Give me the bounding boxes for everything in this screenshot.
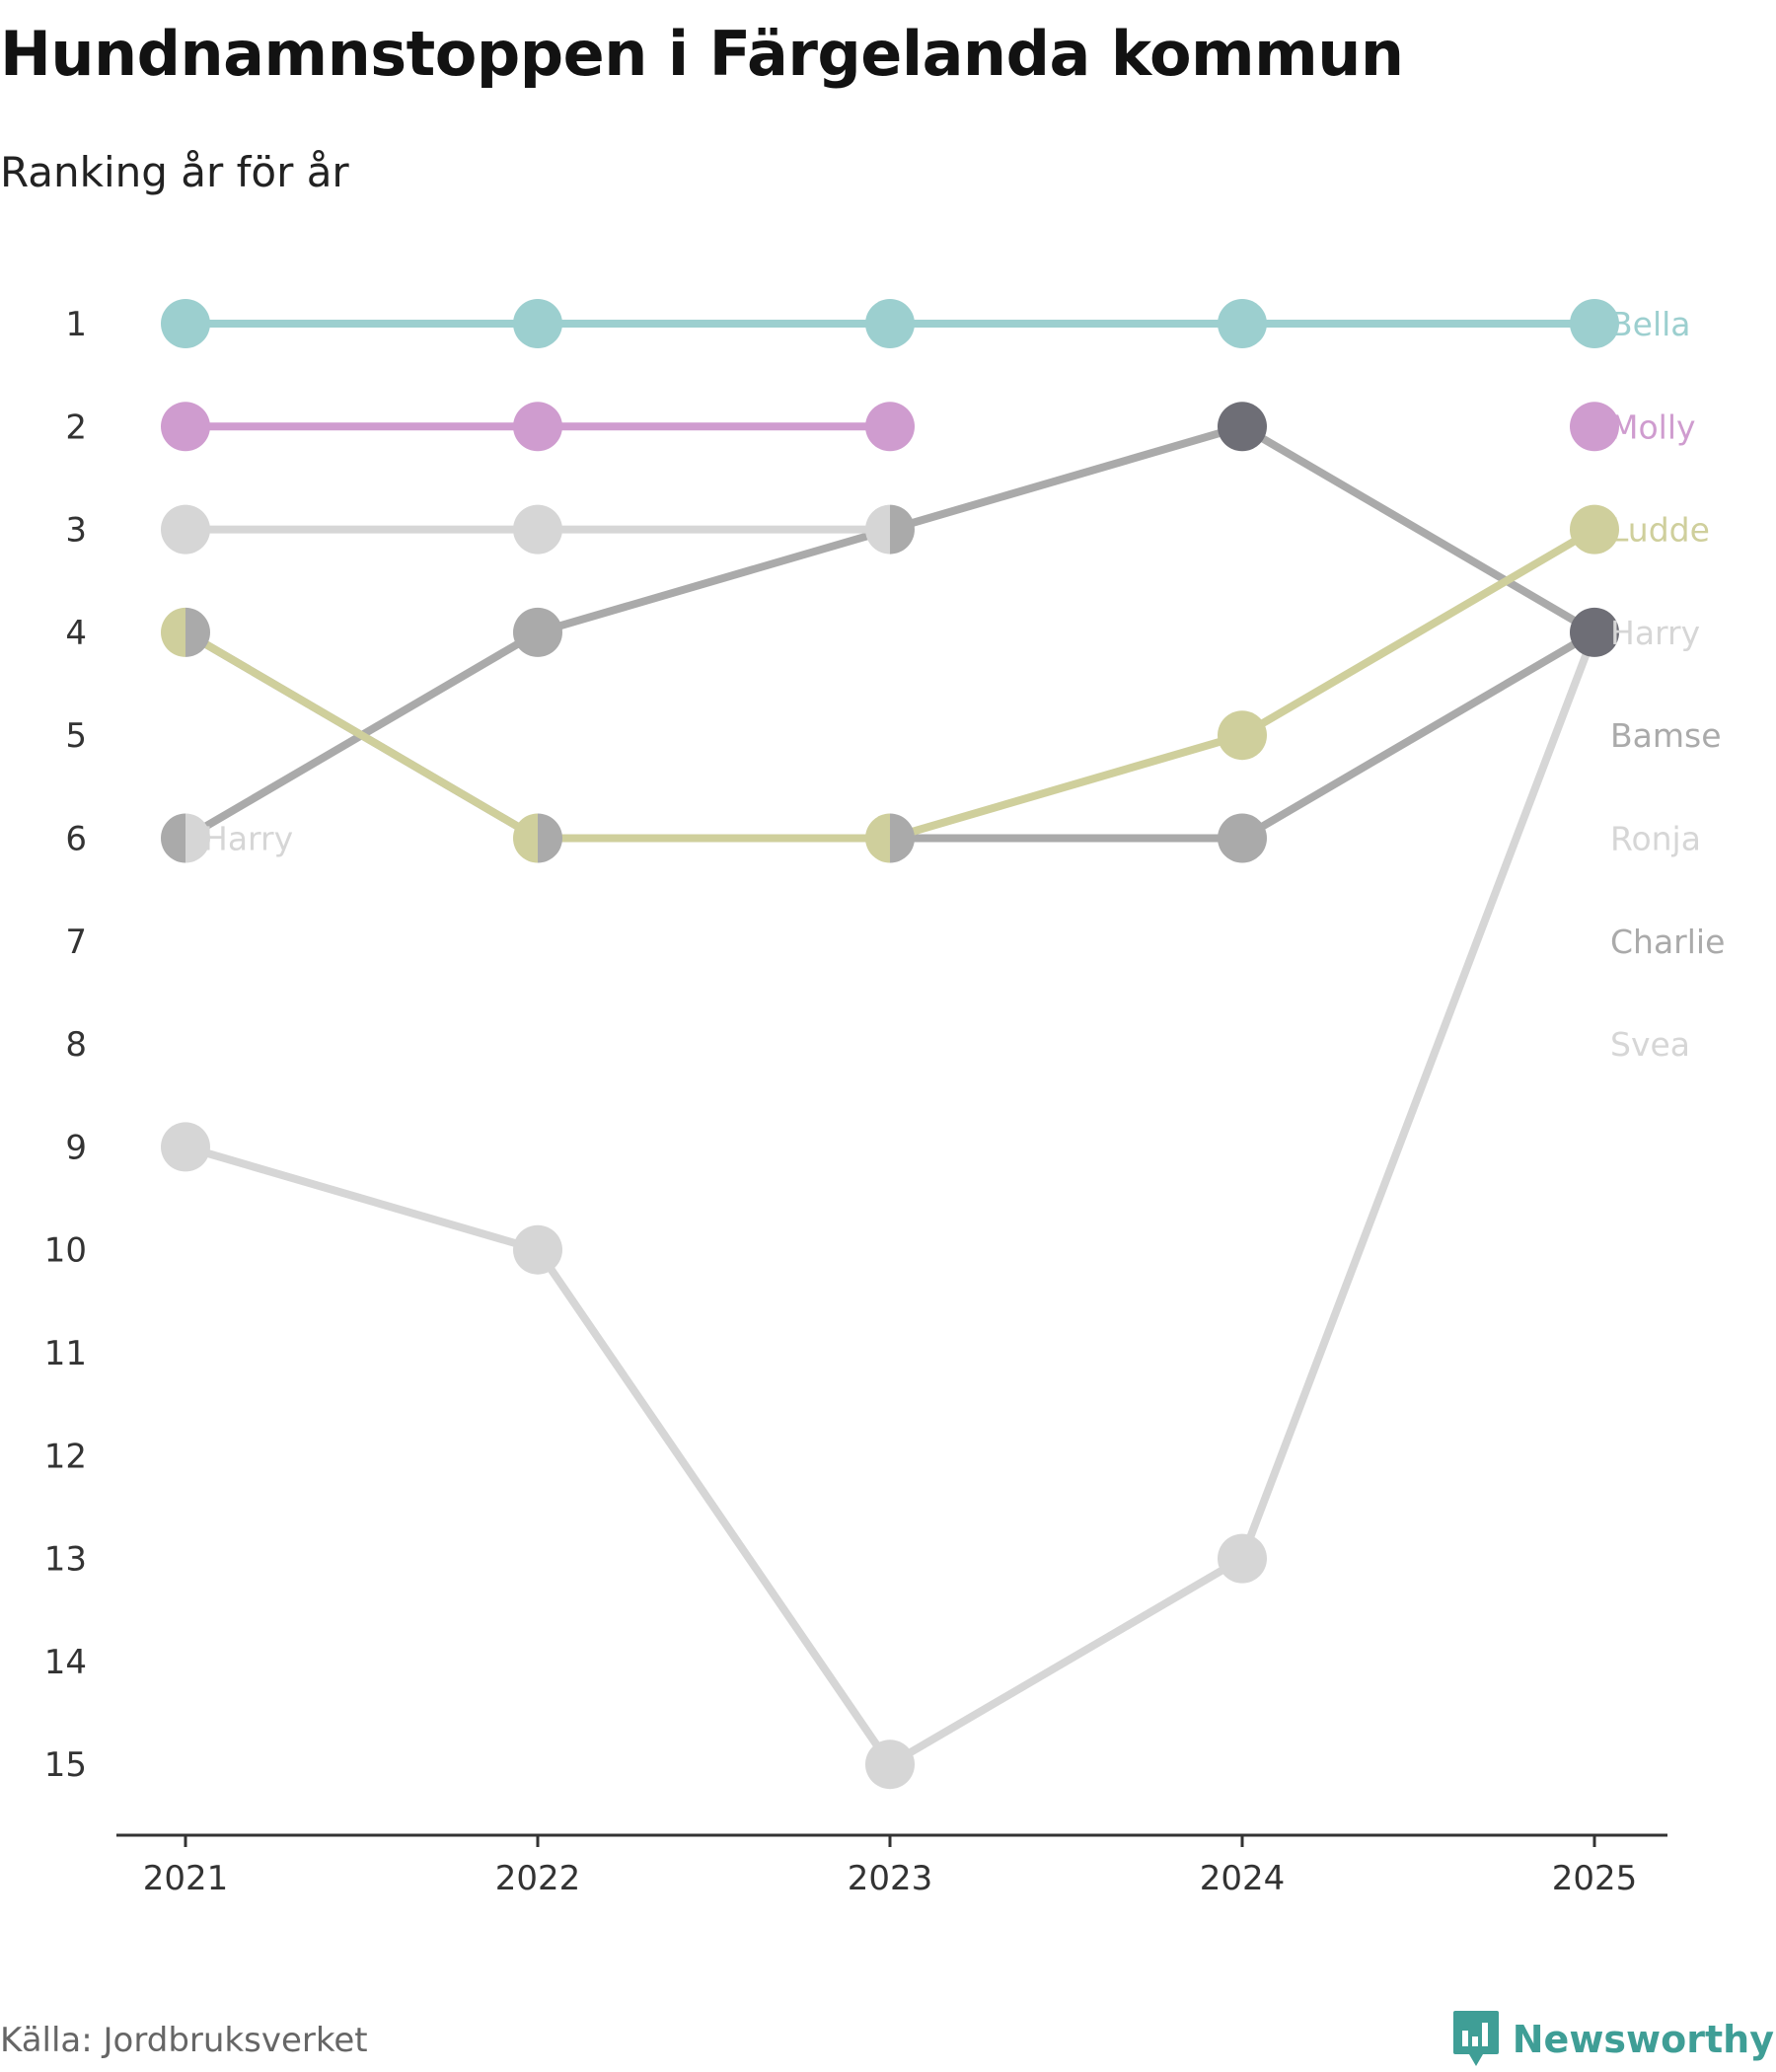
point-molly <box>865 402 915 452</box>
y-tick-label: 11 <box>44 1334 87 1373</box>
x-tick-label: 2025 <box>1552 1859 1638 1898</box>
point-ronja <box>865 1739 915 1790</box>
chart-subtitle: Ranking år för år <box>0 148 349 196</box>
point-bamse <box>161 813 185 863</box>
end-label-molly: Molly <box>1610 407 1696 446</box>
y-tick-label: 14 <box>44 1643 87 1682</box>
point-charlie <box>890 813 915 863</box>
point-overlap <box>1570 607 1619 657</box>
point-bella <box>1570 299 1619 348</box>
end-label-ludde: Ludde <box>1610 511 1710 550</box>
end-label-charlie: Charlie <box>1610 923 1725 961</box>
point-bella <box>161 299 210 348</box>
end-label-bella: Bella <box>1610 305 1691 343</box>
point-ludde <box>864 813 890 863</box>
point-charlie <box>538 813 562 863</box>
brand-name: Newsworthy <box>1512 2018 1774 2061</box>
y-tick-label: 2 <box>65 407 87 447</box>
series-line-charlie <box>182 628 1598 843</box>
y-tick-label: 8 <box>65 1025 87 1065</box>
y-tick-label: 15 <box>44 1745 87 1785</box>
y-tick-label: 7 <box>65 923 87 962</box>
x-tick-label: 2023 <box>848 1859 933 1898</box>
brand-logo[interactable]: Newsworthy <box>1451 2009 1774 2070</box>
point-bella <box>513 299 562 348</box>
point-charlie <box>1218 813 1267 863</box>
point-harry <box>865 504 890 555</box>
series-line-ludde <box>182 525 1598 843</box>
point-harry <box>513 504 562 555</box>
series-line-bamse <box>182 422 1598 843</box>
x-tick-label: 2024 <box>1200 1859 1286 1898</box>
point-bella <box>865 299 915 348</box>
x-tick-label: 2022 <box>495 1859 581 1898</box>
point-molly <box>161 402 210 452</box>
y-tick-label: 10 <box>44 1231 87 1271</box>
point-overlap <box>1218 402 1267 452</box>
y-tick-label: 6 <box>65 820 87 859</box>
inline-label-harry: Harry <box>203 820 293 858</box>
point-harry <box>161 504 210 555</box>
point-ronja <box>1218 1533 1267 1584</box>
point-ludde <box>513 813 538 863</box>
x-tick-label: 2021 <box>143 1859 229 1898</box>
point-bamse <box>890 504 915 555</box>
end-label-bamse: Bamse <box>1610 716 1722 755</box>
point-bamse <box>513 607 562 657</box>
point-charlie <box>185 607 211 657</box>
point-svea <box>185 813 211 863</box>
y-tick-label: 4 <box>65 614 87 653</box>
point-ronja <box>161 1122 210 1172</box>
y-tick-label: 12 <box>44 1437 87 1476</box>
series-labels: Bella Molly Ludde Harry Bamse Ronja Charlie Sve… <box>203 305 1725 1064</box>
point-ludde <box>1570 504 1619 555</box>
y-tick-label: 1 <box>65 305 87 344</box>
point-ludde <box>1218 710 1267 761</box>
point-molly <box>1570 402 1619 452</box>
y-tick-label: 13 <box>44 1540 87 1580</box>
y-tick-label: 3 <box>65 511 87 551</box>
chart-title: Hundnamnstoppen i Färgelanda kommun <box>0 18 1404 90</box>
point-ronja <box>513 1224 562 1275</box>
source-note: Källa: Jordbruksverket <box>0 2021 368 2060</box>
point-molly <box>513 402 562 452</box>
end-label-ronja: Ronja <box>1610 820 1701 858</box>
y-tick-label: 9 <box>65 1128 87 1167</box>
end-label-harry: Harry <box>1610 614 1700 652</box>
bar-chart-icon <box>1452 2011 1499 2066</box>
point-ludde <box>161 607 185 657</box>
point-bella <box>1218 299 1267 348</box>
series-points <box>161 299 1619 1790</box>
end-label-svea: Svea <box>1610 1025 1690 1064</box>
x-axis: 2021 2022 2023 2024 2025 <box>116 1833 1667 1898</box>
y-tick-label: 5 <box>65 716 87 756</box>
series-line-ronja <box>182 628 1598 1769</box>
